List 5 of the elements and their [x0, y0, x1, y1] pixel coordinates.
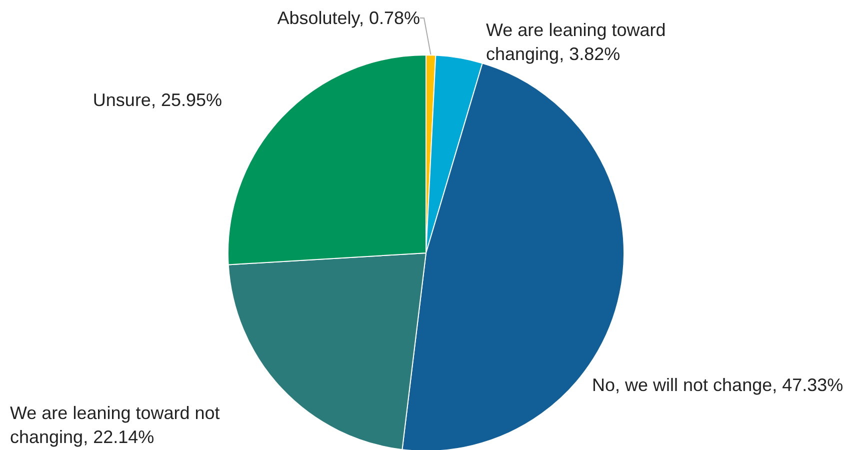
slice-label: Unsure, 25.95% — [92, 90, 222, 110]
slice-label: We are leaning toward changing, 3.82% — [486, 20, 671, 64]
slice-label: No, we will not change, 47.33% — [592, 375, 844, 395]
slice-label: Absolutely, 0.78% — [277, 8, 420, 28]
slice-label: We are leaning toward not changing, 22.14% — [10, 403, 225, 447]
